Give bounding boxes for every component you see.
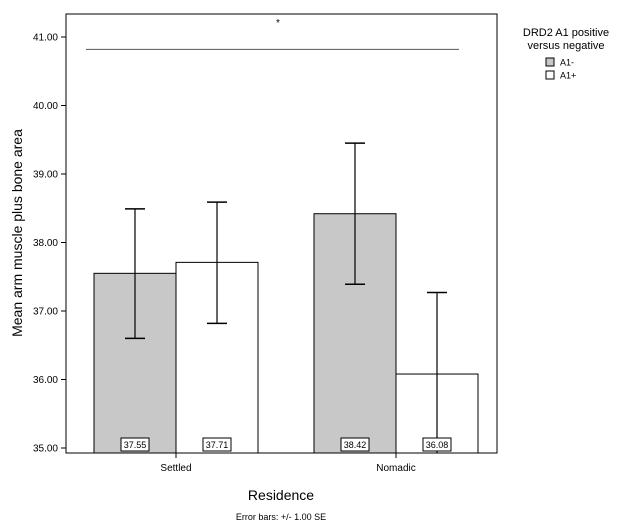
y-tick-label: 38.00 — [33, 238, 58, 249]
y-axis: 35.00 36.00 37.00 38.00 39.00 40.00 41.00 — [33, 33, 66, 455]
legend-swatch — [545, 70, 555, 80]
x-tick-label: Nomadic — [376, 463, 415, 474]
y-tick-label: 36.00 — [33, 375, 58, 386]
data-label: 36.08 — [426, 440, 449, 450]
plot-frame — [65, 13, 498, 454]
y-tick-label: 35.00 — [33, 444, 58, 455]
significance-marker: * — [276, 18, 280, 29]
legend-swatch — [545, 57, 555, 67]
legend: DRD2 A1 positive versus negative A1-A1+ — [523, 27, 609, 81]
data-labels-layer: 37.55 38.42 37.71 36.08 — [120, 437, 452, 452]
y-tick-label: 39.00 — [33, 170, 58, 181]
error-bars-footnote: Error bars: +/- 1.00 SE — [236, 512, 326, 522]
x-tick-label: Settled — [160, 463, 191, 474]
y-tick-label: 41.00 — [33, 33, 58, 44]
data-label-box — [120, 437, 150, 452]
legend-title-line-2: versus negative — [527, 40, 604, 52]
y-tick-label: 37.00 — [33, 307, 58, 318]
legend-label: A1+ — [560, 71, 576, 81]
error-bars-layer — [125, 142, 447, 453]
y-tick-label: 40.00 — [33, 101, 58, 112]
y-axis-title: Mean arm muscle plus bone area — [9, 129, 25, 337]
data-label: 37.55 — [124, 440, 147, 450]
bars-layer — [93, 213, 479, 454]
data-label-box — [422, 437, 452, 452]
data-label: 37.71 — [206, 440, 229, 450]
legend-title-line-1: DRD2 A1 positive — [523, 27, 609, 39]
x-axis-title: Residence — [248, 487, 314, 503]
x-axis: Settled Nomadic — [160, 453, 416, 474]
data-label-box — [202, 437, 232, 452]
data-label-box — [340, 437, 370, 452]
legend-label: A1- — [560, 58, 574, 68]
data-label: 38.42 — [344, 440, 367, 450]
legend-items: A1-A1+ — [545, 57, 576, 81]
